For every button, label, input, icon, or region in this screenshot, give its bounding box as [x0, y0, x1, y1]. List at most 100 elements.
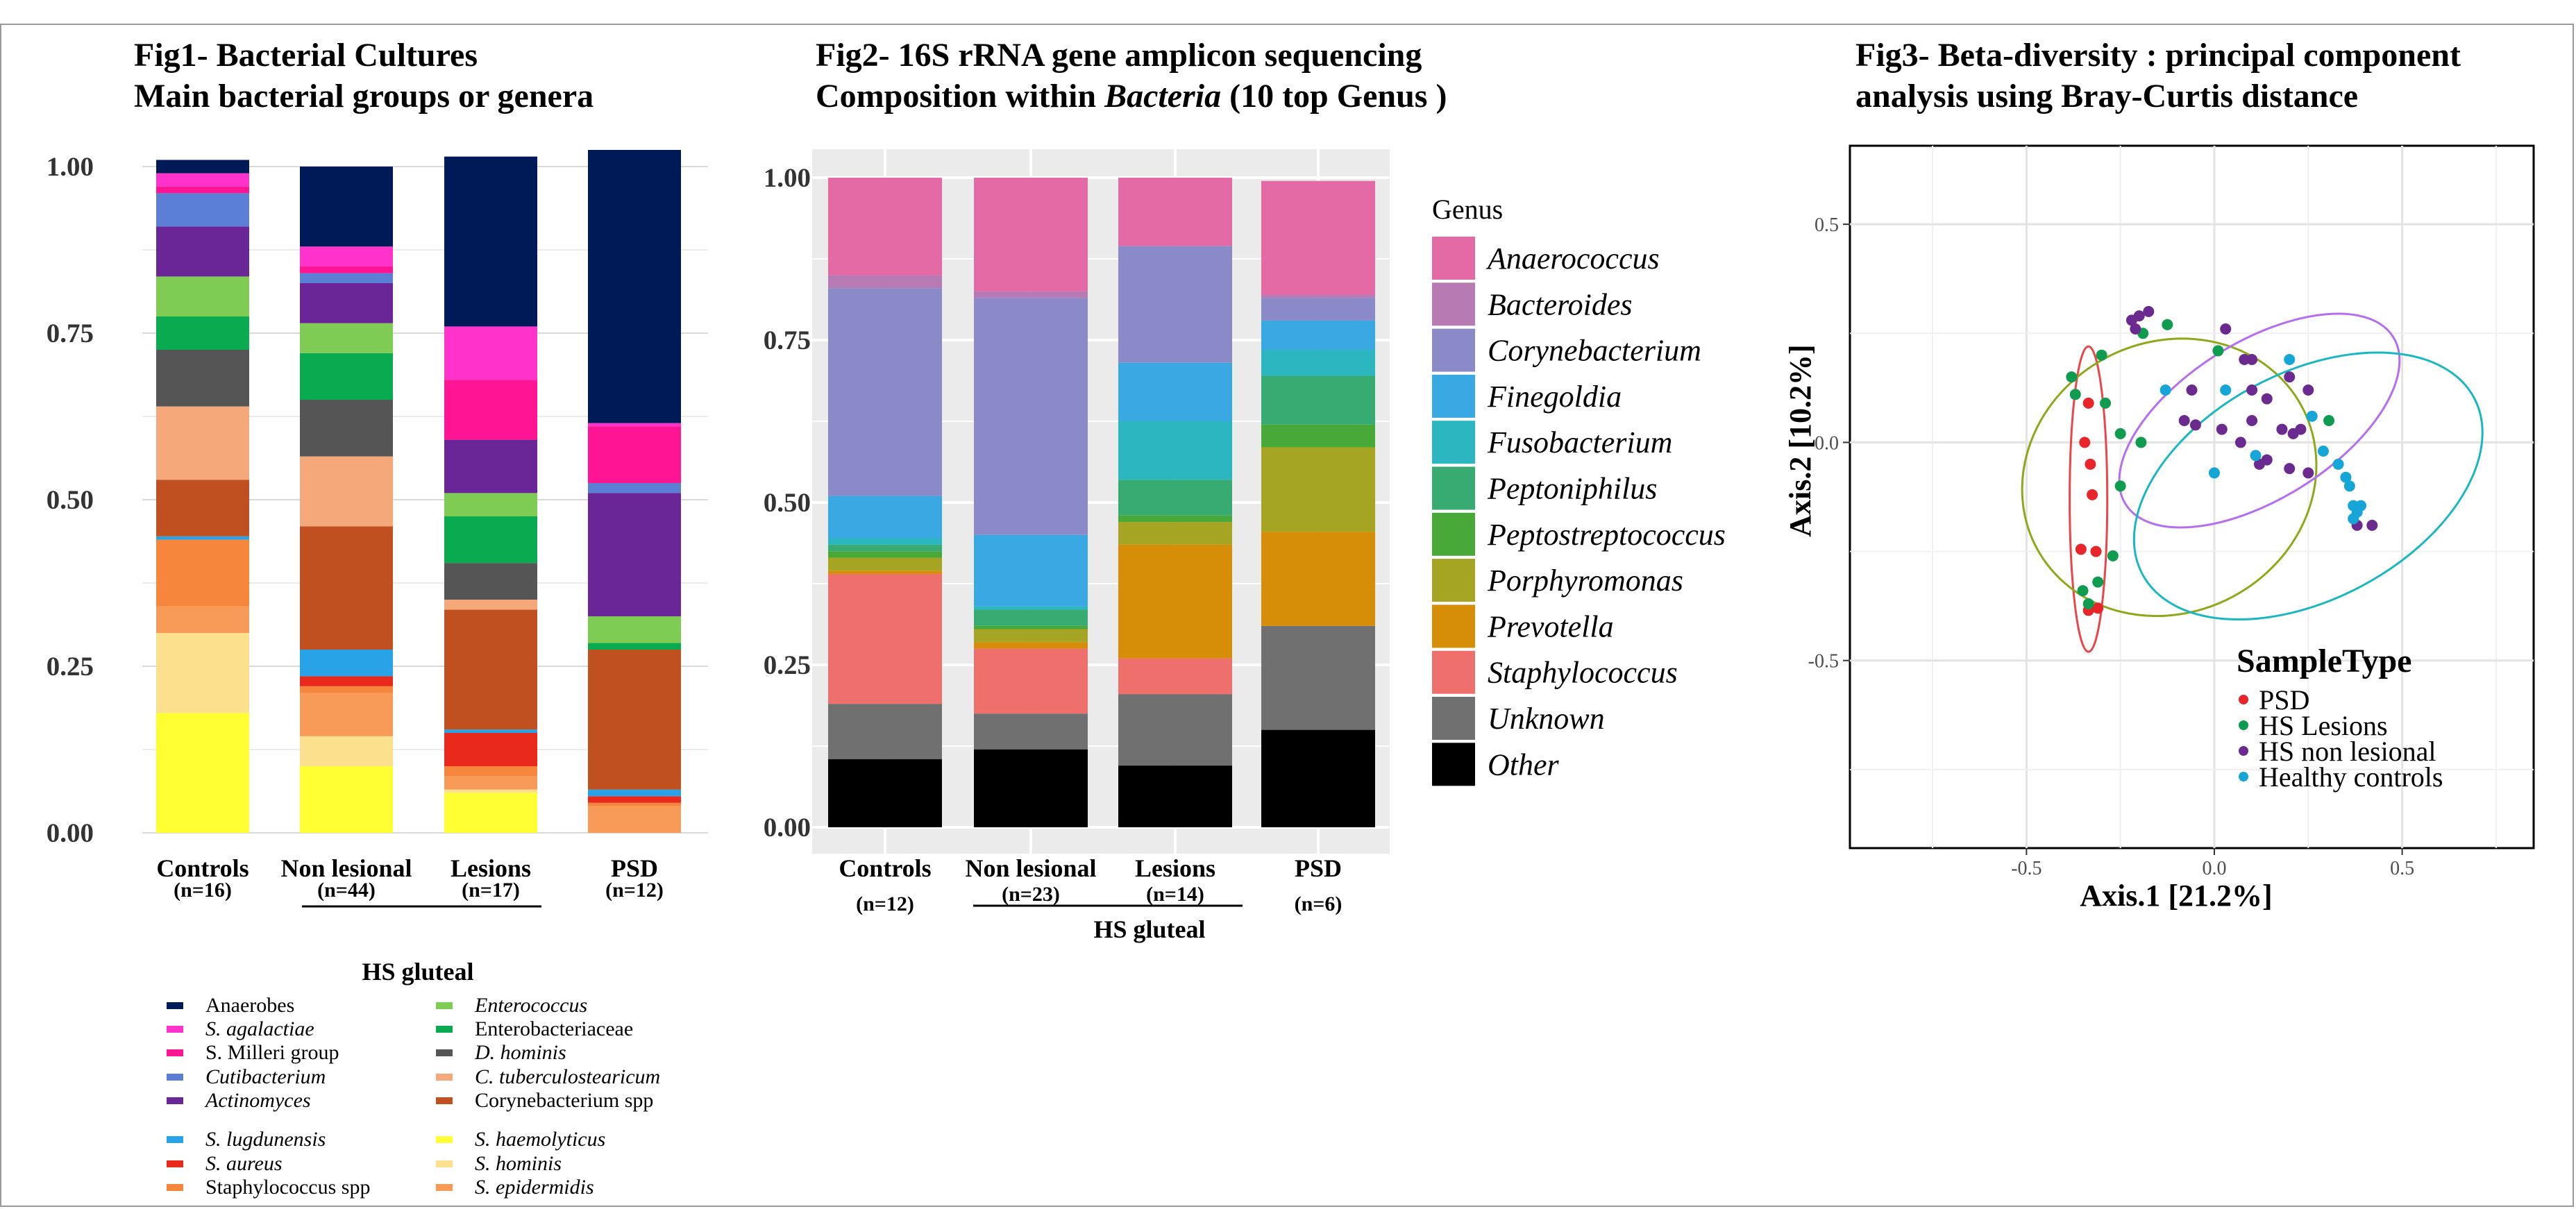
fig3-point: [2189, 419, 2201, 431]
fig2-bar-segment: [1118, 515, 1232, 523]
fig1-bar-segment: [444, 563, 537, 600]
fig1-legend-label: S. hominis: [475, 1152, 562, 1175]
fig2-y-tick-label: 0.75: [764, 326, 811, 355]
fig1-legend-label: C. tuberculostearicum: [475, 1065, 660, 1088]
fig3-ticks: -0.5 0.0 0.5 0.5 0.0 -0.5: [1808, 214, 2414, 879]
fig1-bar-segment: [156, 536, 249, 540]
fig2-legend-label: Finegoldia: [1487, 380, 1622, 414]
fig1-title-line1: Fig1- Bacterial Cultures: [134, 37, 478, 74]
fig1-category-n: (n=17): [462, 879, 520, 902]
fig1-legend-label: Cutibacterium: [205, 1065, 326, 1088]
fig1-bar-segment: [444, 380, 537, 440]
fig3-panel: Fig3- Beta-diversity : principal compone…: [1783, 37, 2535, 913]
fig3-point: [2090, 546, 2102, 557]
fig3-legend-title: SampleType: [2237, 643, 2411, 679]
fig2-bar-segment: [974, 749, 1088, 827]
fig1-legend-label: Enterococcus: [474, 994, 587, 1017]
fig1-legend-label: Staphylococcus spp: [205, 1176, 370, 1199]
fig2-bar-segment: [828, 557, 942, 571]
fig1-bar-segment: [156, 350, 249, 407]
fig2-bar-segment: [974, 629, 1088, 643]
fig1-bar-segment: [588, 802, 681, 806]
fig3-point: [2340, 471, 2352, 483]
fig3-point: [2082, 598, 2094, 609]
fig2-legend-swatch: [1432, 282, 1475, 326]
fig1-bar-segment: [300, 526, 393, 650]
fig2-y-tick-label: 0.50: [764, 488, 811, 518]
fig2-bar-segment: [974, 606, 1088, 610]
fig1-legend-label: S. Milleri group: [205, 1041, 339, 1064]
fig2-bar-segment: [974, 713, 1088, 750]
fig3-point: [2284, 463, 2296, 475]
fig3-legend-label: HS non lesional: [2259, 736, 2436, 767]
fig1-bar-segment: [300, 273, 393, 283]
fig3-x-tick-label: 0.5: [2390, 858, 2414, 879]
fig1-legend-swatch: [167, 1136, 183, 1143]
fig1-bar-segment: [444, 156, 537, 327]
fig1-legend-swatch: [436, 1184, 453, 1191]
fig1-bar-segment: [156, 539, 249, 607]
fig1-bar-segment: [588, 796, 681, 803]
fig1-bar-segment: [588, 483, 681, 493]
fig1-bar-segment: [300, 676, 393, 686]
fig2-bar-segment: [1261, 320, 1375, 350]
fig2-bar-segment: [974, 534, 1088, 607]
fig1-y-ticks: 1.00 0.75 0.50 0.25 0.00: [47, 152, 94, 848]
fig1-bar-segment: [444, 326, 537, 380]
fig2-bar-segment: [828, 551, 942, 558]
fig2-legend-swatch: [1432, 374, 1475, 418]
fig3-point: [2162, 319, 2173, 330]
fig1-legend-swatch: [167, 1184, 183, 1191]
fig2-bar-segment: [828, 275, 942, 289]
fig2-legend-label: Staphylococcus: [1488, 656, 1678, 690]
fig3-point: [2143, 305, 2155, 317]
fig1-y-tick-label: 0.75: [47, 319, 94, 348]
fig1-y-tick-label: 0.25: [47, 652, 94, 682]
fig2-legend-label: Other: [1488, 747, 1560, 781]
fig3-plot-border: [1849, 144, 2535, 849]
fig3-title-line2: analysis using Bray-Curtis distance: [1855, 78, 2358, 115]
fig2-legend-swatch: [1432, 328, 1475, 372]
fig2-title-line2-b: Bacteria: [1104, 78, 1221, 115]
fig2-legend-swatch: [1432, 237, 1475, 280]
fig2-legend-label: Porphyromonas: [1487, 564, 1683, 598]
fig3-point: [2092, 576, 2104, 588]
fig3-point: [2306, 410, 2318, 422]
fig2-bar-segment: [974, 291, 1088, 298]
fig1-bar-segment: [156, 633, 249, 713]
fig3-point: [2234, 437, 2246, 448]
fig1-bar-segment: [300, 686, 393, 693]
fig2-legend-title: Genus: [1432, 194, 1503, 225]
fig2-legend-label: Corynebacterium: [1488, 334, 1701, 368]
fig3-legend-label: PSD: [2259, 684, 2309, 716]
fig2-bar-segment: [1261, 294, 1375, 298]
fig3-point: [2220, 384, 2232, 396]
fig2-title-line2: Composition within Bacteria (10 top Genu…: [816, 78, 1447, 115]
fig1-bar-segment: [300, 246, 393, 267]
fig2-y-tick-label: 0.00: [764, 813, 811, 843]
fig2-bar-segment: [1118, 544, 1232, 659]
fig3-point: [2075, 543, 2087, 555]
fig3-y-axis-label: Axis.2 [10.2%]: [1783, 344, 1817, 536]
fig1-bar-segment: [156, 406, 249, 480]
fig3-point: [2092, 602, 2104, 614]
fig2-legend-swatch: [1432, 421, 1475, 464]
fig3-points: [2066, 305, 2378, 616]
fig3-gridlines: [1850, 146, 2534, 848]
fig2-legend-label: Prevotella: [1487, 609, 1614, 643]
fig3-point: [2348, 513, 2359, 525]
fig1-bar-segment: [588, 426, 681, 483]
fig2-bar-segment: [828, 288, 942, 496]
fig2-bar-segment: [1261, 180, 1375, 295]
fig1-legend-label: S. lugdunensis: [205, 1128, 326, 1151]
fig2-y-ticks: 1.00 0.75 0.50 0.25 0.00: [764, 163, 811, 843]
fig1-bar-segment: [300, 283, 393, 323]
fig2-bar-segment: [1261, 424, 1375, 448]
fig1-bar-segment: [444, 789, 537, 793]
fig1-legend-swatch: [436, 1074, 453, 1081]
fig1-panel: Fig1- Bacterial Cultures Main bacterial …: [47, 37, 708, 1199]
fig2-bar-segment: [974, 178, 1088, 291]
fig2-y-tick-label: 1.00: [764, 163, 811, 193]
fig2-legend-label: Fusobacterium: [1487, 425, 1672, 459]
